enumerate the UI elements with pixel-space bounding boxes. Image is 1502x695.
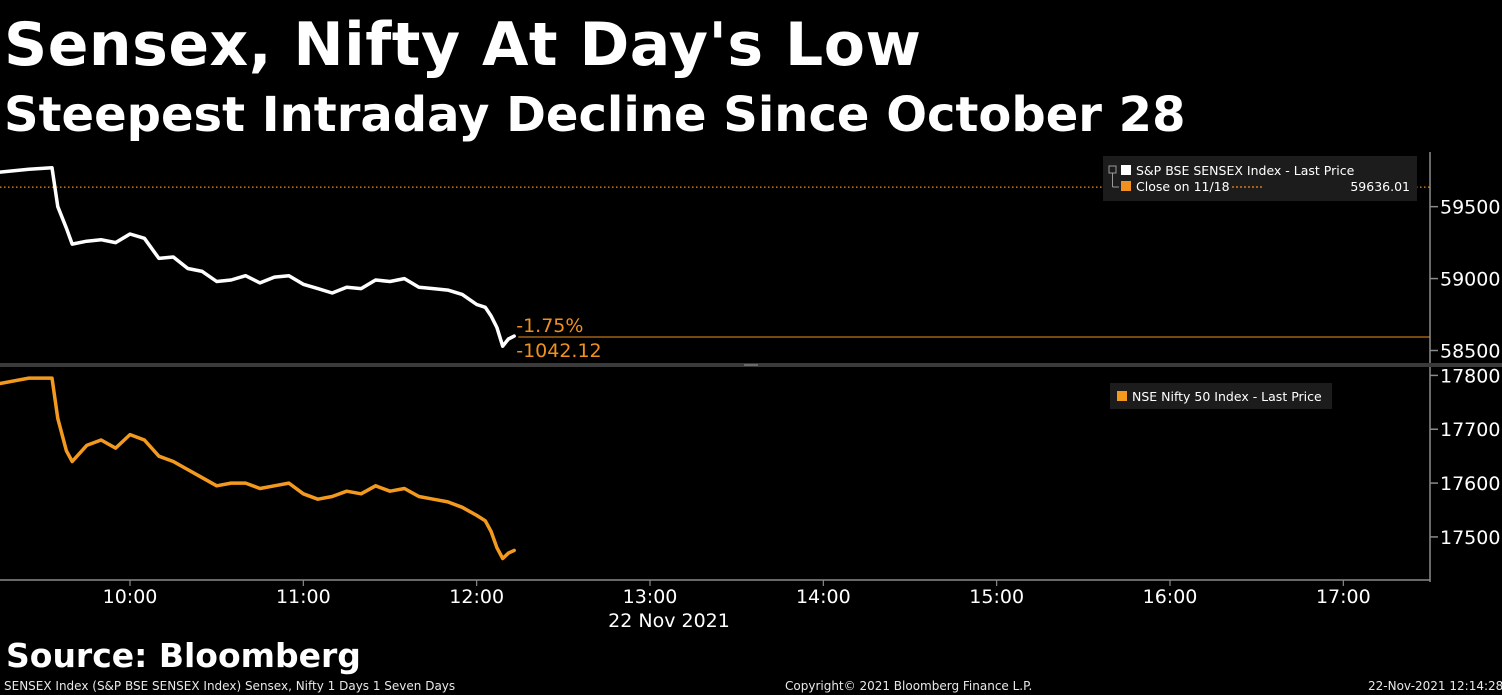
close-legend-swatch [1121, 181, 1131, 191]
footer-copyright: Copyright© 2021 Bloomberg Finance L.P. [785, 679, 1033, 693]
sensex-legend[interactable]: S&P BSE SENSEX Index - Last Price Close … [1103, 156, 1417, 201]
source-note: Source: Bloomberg [6, 636, 361, 675]
y-tick-label: 17500 [1440, 527, 1500, 549]
footer-timestamp: 22-Nov-2021 12:14:28 [1368, 679, 1502, 693]
y-tick-label: 58500 [1440, 340, 1500, 362]
y-tick-label: 17600 [1440, 473, 1500, 495]
x-tick-label: 11:00 [276, 586, 331, 608]
x-tick-label: 15:00 [969, 586, 1024, 608]
x-tick-label: 10:00 [103, 586, 158, 608]
nifty-legend-label: NSE Nifty 50 Index - Last Price [1132, 389, 1322, 404]
chart-subtitle: Steepest Intraday Decline Since October … [4, 87, 1186, 143]
y-tick-label: 59500 [1440, 197, 1500, 219]
sensex-series-line [0, 166, 516, 348]
change-points-annotation: -1042.12 [516, 340, 601, 362]
x-tick-label: 14:00 [796, 586, 851, 608]
x-tick-label: 12:00 [449, 586, 504, 608]
change-percent-annotation: -1.75% [516, 315, 583, 337]
close-legend-label: Close on 11/18 [1136, 179, 1230, 194]
y-tick-label: 17700 [1440, 419, 1500, 441]
nifty-legend-swatch [1117, 391, 1127, 401]
x-tick-label: 16:00 [1143, 586, 1198, 608]
nifty-series-line [0, 376, 516, 561]
nifty-legend[interactable]: NSE Nifty 50 Index - Last Price [1110, 383, 1332, 409]
x-axis-date-label: 22 Nov 2021 [608, 610, 730, 632]
y-tick-label: 17800 [1440, 365, 1500, 387]
sensex-legend-label: S&P BSE SENSEX Index - Last Price [1136, 163, 1355, 178]
footer-ticker-description: SENSEX Index (S&P BSE SENSEX Index) Sens… [4, 679, 456, 693]
chart-title: Sensex, Nifty At Day's Low [4, 10, 922, 80]
close-legend-value: 59636.01 [1350, 179, 1410, 194]
x-tick-label: 13:00 [623, 586, 678, 608]
y-tick-label: 59000 [1440, 269, 1500, 291]
x-tick-label: 17:00 [1316, 586, 1371, 608]
sensex-legend-swatch [1121, 165, 1131, 175]
